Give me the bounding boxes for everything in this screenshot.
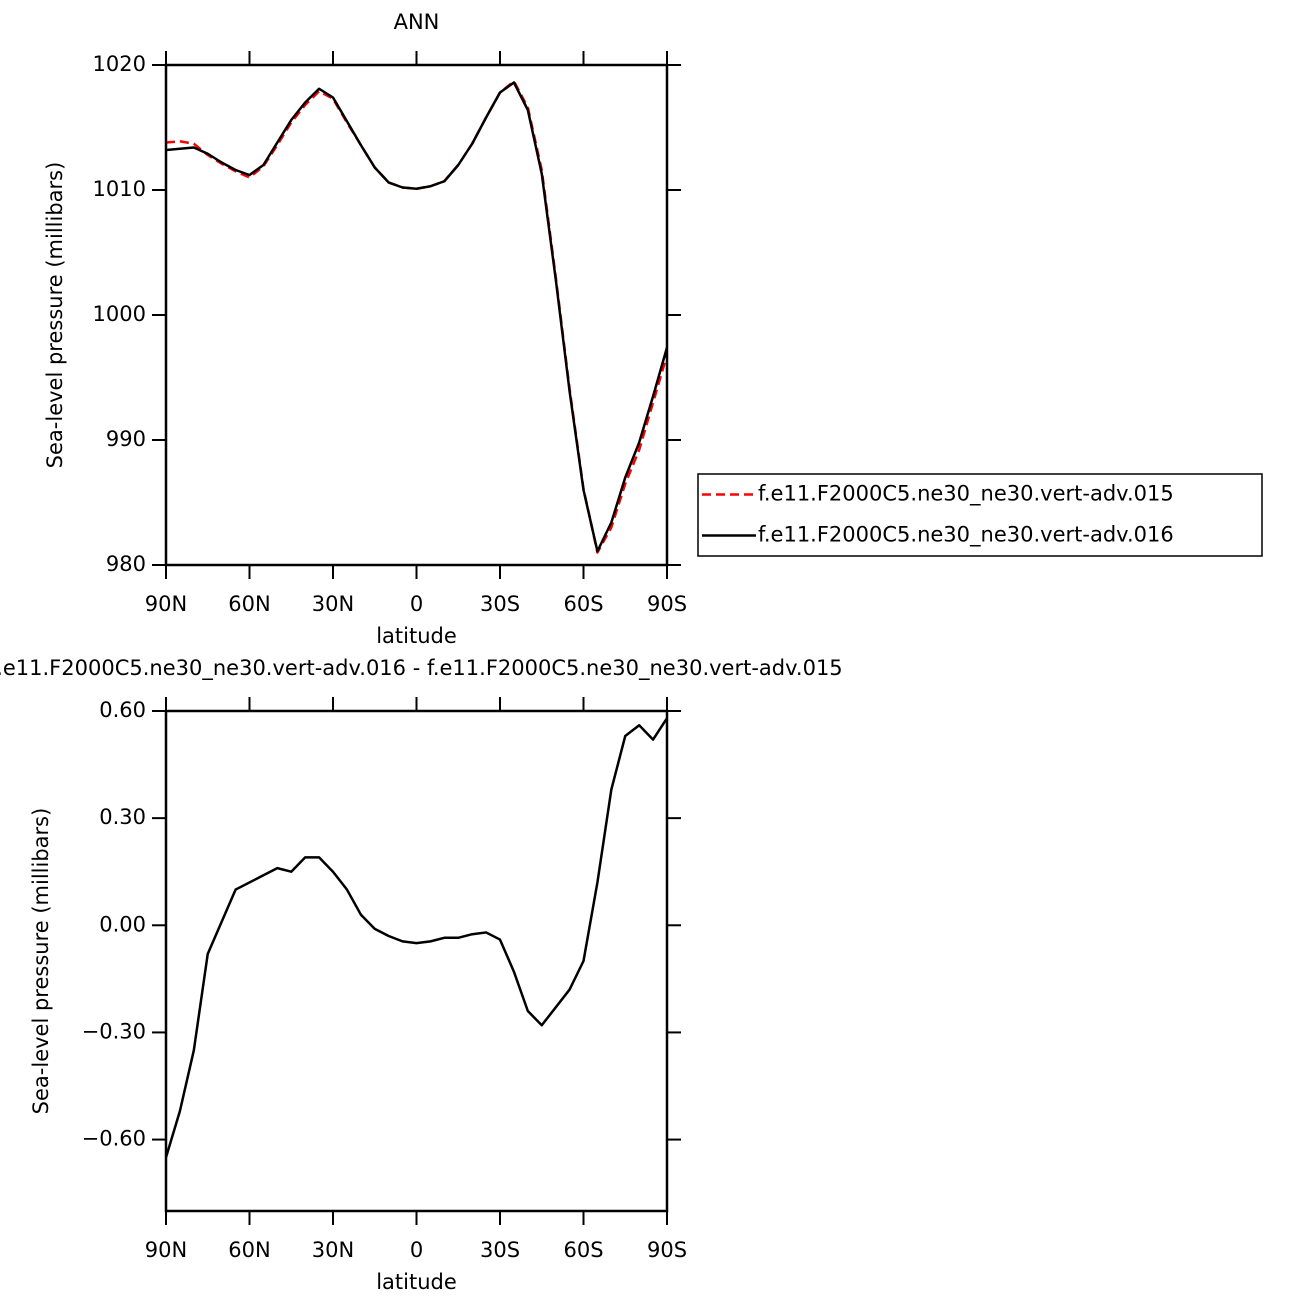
y-tick-label: 1010 [93,177,146,201]
x-tick-label: 0 [410,592,423,616]
y-tick-label: 0.30 [99,805,146,829]
x-tick-label: 90S [647,1238,687,1262]
x-tick-label: 90N [145,1238,187,1262]
y-tick-label: 0.00 [99,912,146,936]
x-axis-label: latitude [376,1270,457,1294]
x-tick-label: 90S [647,592,687,616]
x-tick-label: 60N [228,592,270,616]
x-tick-label: 60N [228,1238,270,1262]
x-tick-label: 30N [312,592,354,616]
x-tick-label: 30S [480,592,520,616]
x-tick-label: 30N [312,1238,354,1262]
data-line [165,80,669,554]
y-axis-label: Sea-level pressure (millibars) [29,808,53,1115]
x-tick-label: 90N [145,592,187,616]
y-tick-label: −0.60 [82,1127,146,1151]
chart-title: ANN [394,10,440,34]
x-tick-label: 30S [480,1238,520,1262]
x-tick-label: 60S [563,1238,603,1262]
plot-frame [164,63,669,567]
x-tick-label: 0 [410,1238,423,1262]
y-tick-label: 980 [106,552,146,576]
y-tick-label: −0.30 [82,1019,146,1043]
x-axis-label: latitude [376,624,457,648]
plot-frame [164,709,669,1213]
x-tick-label: 60S [563,592,603,616]
y-tick-label: 990 [106,427,146,451]
y-tick-label: 0.60 [99,698,146,722]
data-line [164,717,669,1158]
data-line [165,81,669,553]
legend-label: f.e11.F2000C5.ne30_ne30.vert-adv.015 [758,482,1174,507]
y-tick-label: 1000 [93,302,146,326]
y-tick-label: 1020 [93,52,146,76]
legend-label: f.e11.F2000C5.ne30_ne30.vert-adv.016 [758,523,1174,548]
chart-title: f.e11.F2000C5.ne30_ne30.vert-adv.016 - f… [0,656,843,681]
legend-box [697,473,1263,557]
y-axis-label: Sea-level pressure (millibars) [43,162,67,469]
